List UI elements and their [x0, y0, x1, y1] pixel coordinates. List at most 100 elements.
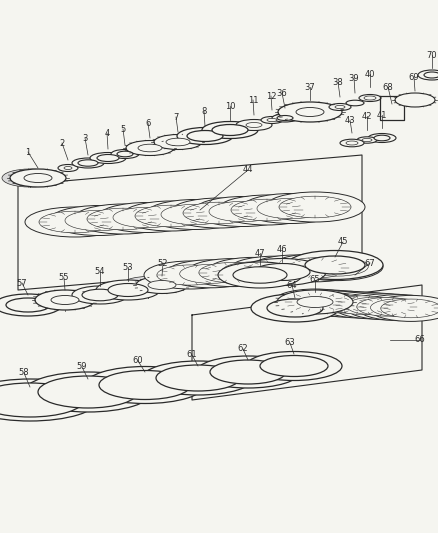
Ellipse shape	[64, 166, 72, 169]
Ellipse shape	[284, 290, 368, 316]
Ellipse shape	[286, 251, 382, 279]
Ellipse shape	[136, 277, 187, 294]
Text: 61: 61	[186, 351, 197, 359]
Ellipse shape	[394, 93, 434, 107]
Ellipse shape	[344, 294, 428, 320]
Ellipse shape	[345, 141, 357, 145]
Ellipse shape	[282, 258, 348, 278]
Ellipse shape	[346, 297, 403, 315]
Ellipse shape	[39, 211, 111, 233]
Ellipse shape	[24, 174, 52, 182]
Ellipse shape	[245, 123, 261, 127]
Ellipse shape	[198, 263, 265, 282]
Ellipse shape	[126, 141, 173, 156]
Ellipse shape	[367, 133, 395, 142]
Ellipse shape	[305, 257, 367, 276]
Ellipse shape	[65, 211, 133, 231]
Ellipse shape	[207, 257, 298, 285]
Text: 66: 66	[413, 335, 424, 344]
Text: 65: 65	[309, 276, 320, 285]
Ellipse shape	[135, 205, 207, 227]
Ellipse shape	[24, 372, 152, 412]
Ellipse shape	[248, 255, 340, 283]
Text: 44: 44	[242, 166, 253, 174]
Ellipse shape	[193, 197, 292, 227]
Text: 64: 64	[286, 280, 297, 289]
Text: 12: 12	[265, 92, 276, 101]
Ellipse shape	[423, 72, 438, 78]
Ellipse shape	[156, 265, 223, 285]
Text: 52: 52	[157, 259, 168, 268]
Ellipse shape	[82, 289, 118, 301]
Ellipse shape	[356, 297, 416, 316]
Ellipse shape	[186, 259, 277, 287]
Ellipse shape	[6, 298, 50, 312]
Ellipse shape	[332, 293, 416, 319]
Ellipse shape	[179, 264, 242, 284]
Ellipse shape	[417, 70, 438, 80]
Ellipse shape	[145, 199, 244, 230]
Ellipse shape	[138, 144, 162, 152]
Ellipse shape	[368, 295, 438, 321]
Ellipse shape	[284, 293, 344, 311]
Text: 46: 46	[276, 246, 286, 254]
Ellipse shape	[321, 296, 379, 313]
Text: 68: 68	[382, 83, 392, 92]
Ellipse shape	[25, 207, 125, 237]
Ellipse shape	[85, 367, 205, 403]
Text: 38: 38	[332, 77, 343, 86]
Ellipse shape	[0, 294, 62, 316]
Ellipse shape	[266, 118, 276, 122]
Text: 37: 37	[304, 83, 314, 92]
Text: 6: 6	[145, 118, 150, 127]
Ellipse shape	[155, 365, 240, 391]
Text: 40: 40	[364, 69, 374, 78]
Text: 43: 43	[344, 116, 354, 125]
Ellipse shape	[358, 94, 380, 101]
Ellipse shape	[195, 356, 299, 388]
Ellipse shape	[144, 261, 236, 289]
Ellipse shape	[363, 96, 375, 100]
Ellipse shape	[0, 383, 84, 417]
Ellipse shape	[141, 361, 254, 395]
Ellipse shape	[328, 103, 350, 110]
Ellipse shape	[209, 360, 285, 384]
Ellipse shape	[121, 201, 220, 231]
Ellipse shape	[108, 284, 148, 296]
Ellipse shape	[10, 169, 66, 187]
Ellipse shape	[117, 151, 133, 157]
Ellipse shape	[263, 260, 325, 279]
Text: 7: 7	[173, 112, 178, 122]
Ellipse shape	[276, 116, 292, 120]
Ellipse shape	[295, 108, 323, 117]
Ellipse shape	[154, 134, 201, 149]
Ellipse shape	[298, 294, 355, 312]
Text: 36: 36	[276, 88, 287, 98]
Ellipse shape	[73, 204, 173, 234]
Ellipse shape	[380, 299, 438, 318]
Ellipse shape	[304, 256, 364, 274]
Ellipse shape	[373, 135, 389, 141]
Ellipse shape	[339, 139, 363, 147]
Ellipse shape	[361, 139, 371, 142]
Ellipse shape	[58, 165, 78, 172]
Text: 54: 54	[95, 268, 105, 277]
Text: 45: 45	[337, 238, 347, 246]
Ellipse shape	[97, 203, 197, 232]
Ellipse shape	[245, 351, 341, 381]
Ellipse shape	[236, 119, 272, 131]
Text: 47: 47	[254, 248, 265, 257]
Ellipse shape	[122, 277, 173, 294]
Ellipse shape	[49, 206, 148, 236]
Text: 8: 8	[201, 107, 206, 116]
Text: 53: 53	[122, 262, 133, 271]
Ellipse shape	[233, 267, 286, 283]
Ellipse shape	[35, 290, 95, 310]
Ellipse shape	[187, 131, 223, 141]
Ellipse shape	[111, 149, 139, 158]
Ellipse shape	[218, 262, 301, 288]
Ellipse shape	[99, 370, 191, 400]
Ellipse shape	[237, 259, 325, 286]
Ellipse shape	[78, 160, 98, 166]
Ellipse shape	[72, 158, 104, 168]
